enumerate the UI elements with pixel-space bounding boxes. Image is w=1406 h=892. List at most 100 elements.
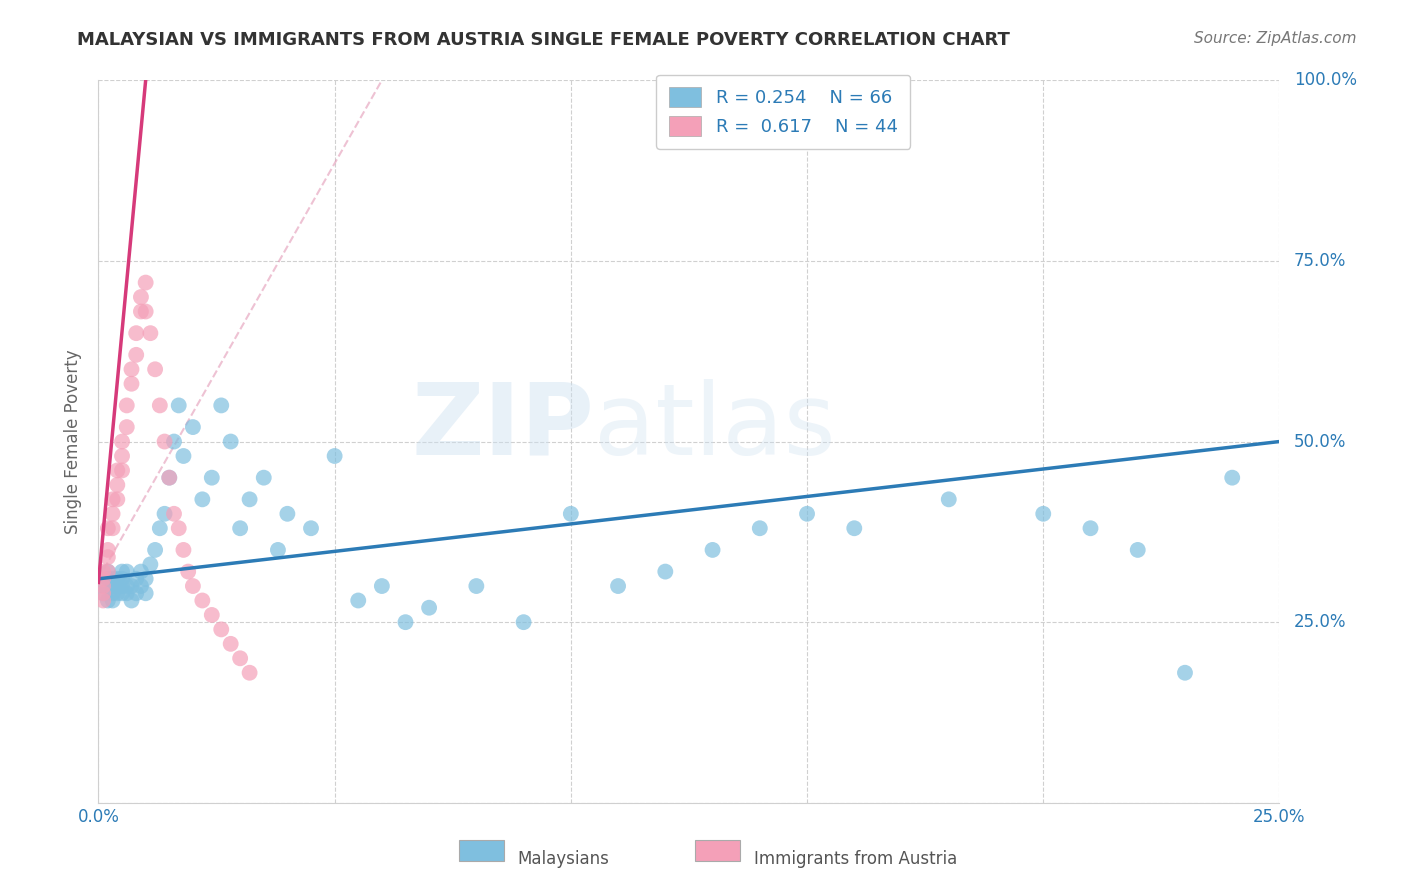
- Point: [1080, 521, 1102, 535]
- Point: [125, 326, 148, 340]
- Point: [702, 542, 724, 557]
- Point: [111, 434, 134, 449]
- Point: [135, 304, 157, 318]
- Point: [844, 521, 866, 535]
- Point: [1220, 470, 1243, 484]
- Point: [394, 615, 416, 630]
- Point: [101, 579, 124, 593]
- Point: [101, 593, 124, 607]
- Point: [91, 572, 114, 586]
- Point: [191, 593, 214, 607]
- Point: [135, 276, 157, 290]
- Point: [149, 398, 172, 412]
- Point: [135, 586, 157, 600]
- Point: [157, 470, 180, 484]
- Point: [121, 593, 143, 607]
- Point: [129, 290, 152, 304]
- Point: [125, 348, 148, 362]
- Point: [1032, 507, 1054, 521]
- Point: [1126, 542, 1149, 557]
- Point: [153, 507, 176, 521]
- Point: [121, 362, 143, 376]
- Point: [465, 579, 488, 593]
- Point: [163, 434, 186, 449]
- Point: [253, 470, 276, 484]
- Point: [121, 579, 143, 593]
- Point: [101, 521, 124, 535]
- Point: [129, 304, 152, 318]
- Point: [97, 565, 120, 579]
- Text: 75.0%: 75.0%: [1294, 252, 1346, 270]
- Point: [105, 478, 128, 492]
- Point: [239, 492, 262, 507]
- Point: [105, 463, 128, 477]
- Point: [201, 470, 224, 484]
- Point: [201, 607, 224, 622]
- Point: [91, 586, 114, 600]
- Point: [219, 434, 242, 449]
- FancyBboxPatch shape: [458, 840, 503, 861]
- Point: [101, 492, 124, 507]
- Text: Source: ZipAtlas.com: Source: ZipAtlas.com: [1194, 31, 1357, 46]
- Point: [209, 623, 232, 637]
- Y-axis label: Single Female Poverty: Single Female Poverty: [65, 350, 83, 533]
- Point: [139, 326, 162, 340]
- Point: [139, 558, 162, 572]
- Point: [299, 521, 322, 535]
- Text: 100.0%: 100.0%: [1294, 71, 1357, 89]
- Point: [125, 572, 148, 586]
- Point: [276, 507, 298, 521]
- Point: [105, 586, 128, 600]
- Text: atlas: atlas: [595, 378, 837, 475]
- Point: [115, 565, 138, 579]
- Point: [796, 507, 818, 521]
- Point: [512, 615, 534, 630]
- Text: 50.0%: 50.0%: [1294, 433, 1346, 450]
- Point: [177, 565, 200, 579]
- Point: [1174, 665, 1197, 680]
- Text: 25.0%: 25.0%: [1294, 613, 1346, 632]
- Point: [938, 492, 960, 507]
- Point: [91, 586, 114, 600]
- Point: [172, 542, 194, 557]
- Point: [181, 579, 204, 593]
- Point: [167, 521, 190, 535]
- Point: [172, 449, 194, 463]
- Point: [105, 492, 128, 507]
- Point: [97, 542, 120, 557]
- Point: [654, 565, 676, 579]
- Point: [209, 398, 232, 412]
- Point: [105, 579, 128, 593]
- Point: [97, 521, 120, 535]
- Point: [560, 507, 582, 521]
- Point: [115, 586, 138, 600]
- FancyBboxPatch shape: [695, 840, 740, 861]
- Point: [219, 637, 242, 651]
- Point: [323, 449, 346, 463]
- Point: [229, 521, 252, 535]
- Point: [607, 579, 630, 593]
- Text: Immigrants from Austria: Immigrants from Austria: [754, 850, 957, 868]
- Point: [143, 362, 166, 376]
- Point: [267, 542, 290, 557]
- Point: [163, 507, 186, 521]
- Point: [101, 572, 124, 586]
- Point: [135, 572, 157, 586]
- Point: [167, 398, 190, 412]
- Point: [101, 586, 124, 600]
- Point: [129, 565, 152, 579]
- Legend: R = 0.254    N = 66, R =  0.617    N = 44: R = 0.254 N = 66, R = 0.617 N = 44: [657, 75, 910, 149]
- Point: [143, 542, 166, 557]
- Point: [157, 470, 180, 484]
- Point: [111, 579, 134, 593]
- Point: [371, 579, 394, 593]
- Point: [149, 521, 172, 535]
- Point: [153, 434, 176, 449]
- Point: [111, 463, 134, 477]
- Point: [91, 565, 114, 579]
- Point: [111, 586, 134, 600]
- Point: [121, 376, 143, 391]
- Point: [239, 665, 262, 680]
- Point: [191, 492, 214, 507]
- Point: [748, 521, 770, 535]
